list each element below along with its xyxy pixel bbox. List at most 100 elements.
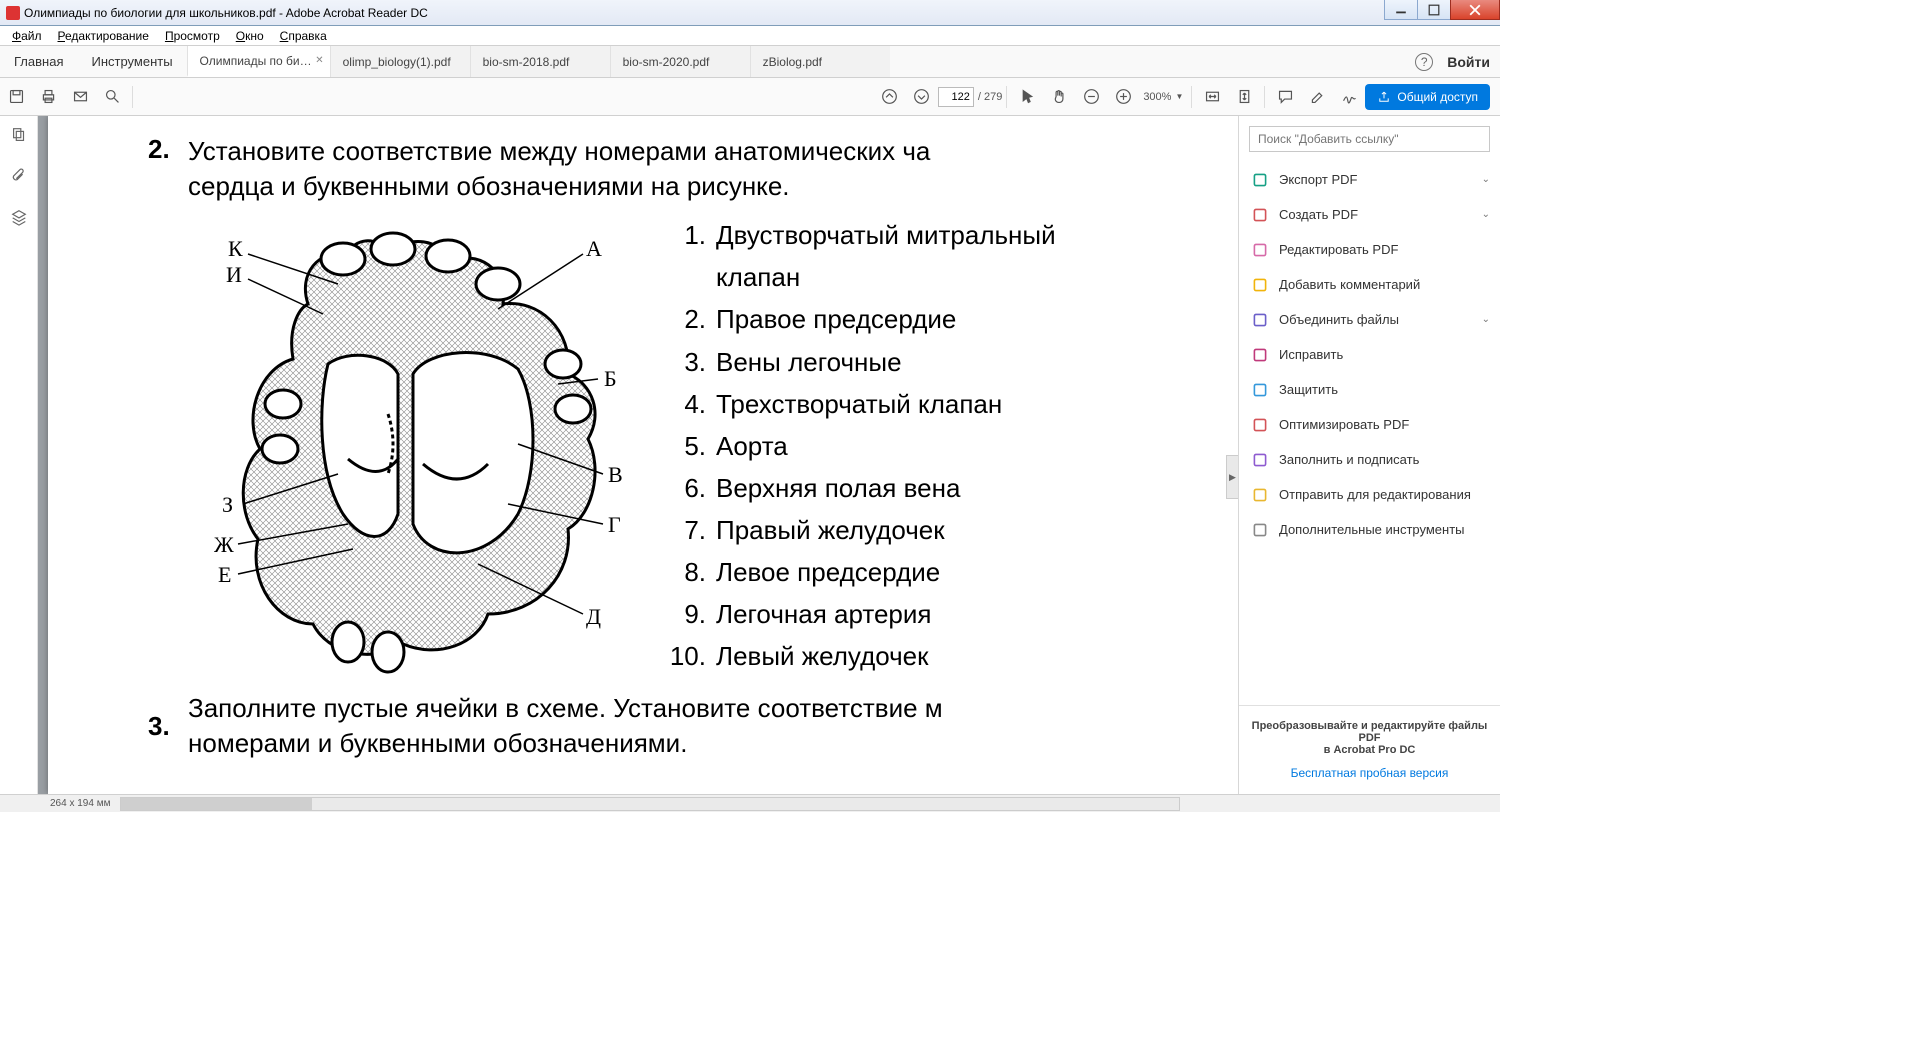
left-rail bbox=[0, 116, 38, 794]
tool-icon bbox=[1251, 486, 1269, 504]
tool-label: Исправить bbox=[1279, 347, 1343, 362]
statusbar: 264 x 194 мм bbox=[0, 794, 1500, 812]
menu-edit[interactable]: Редактирование bbox=[50, 29, 157, 43]
minimize-button[interactable] bbox=[1384, 0, 1418, 20]
mail-icon[interactable] bbox=[66, 83, 94, 111]
page-down-icon[interactable] bbox=[908, 83, 936, 111]
question-2-number: 2. bbox=[148, 134, 170, 165]
tool-item[interactable]: Исправить bbox=[1239, 337, 1500, 372]
list-item: 4.Трехстворчатый клапан bbox=[658, 383, 1056, 425]
tabs-row: Главная Инструменты Олимпиады по би…✕oli… bbox=[0, 46, 1500, 78]
tool-label: Экспорт PDF bbox=[1279, 172, 1357, 187]
zoom-level[interactable]: 300%▼ bbox=[1143, 91, 1183, 103]
maximize-button[interactable] bbox=[1417, 0, 1451, 20]
list-item: 6.Верхняя полая вена bbox=[658, 467, 1056, 509]
document-tab[interactable]: zBiolog.pdf bbox=[750, 46, 890, 77]
tool-item[interactable]: Создать PDF⌄ bbox=[1239, 197, 1500, 232]
list-item: 1.Двустворчатый митральныйклапан bbox=[658, 214, 1056, 298]
save-icon[interactable] bbox=[2, 83, 30, 111]
close-tab-icon[interactable]: ✕ bbox=[315, 55, 323, 66]
page-up-icon[interactable] bbox=[876, 83, 904, 111]
tool-item[interactable]: Защитить bbox=[1239, 372, 1500, 407]
tool-item[interactable]: Дополнительные инструменты bbox=[1239, 512, 1500, 547]
diagram-label-E: Е bbox=[218, 562, 231, 588]
question-2-line2: сердца и буквенными обозначениями на рис… bbox=[188, 169, 1238, 204]
horizontal-scrollbar[interactable] bbox=[120, 797, 1180, 811]
diagram-label-G: Г bbox=[608, 512, 621, 538]
tool-icon bbox=[1251, 451, 1269, 469]
tool-item[interactable]: Добавить комментарий bbox=[1239, 267, 1500, 302]
diagram-label-V: В bbox=[608, 462, 623, 488]
hand-icon[interactable] bbox=[1045, 83, 1073, 111]
fit-page-icon[interactable] bbox=[1230, 83, 1258, 111]
fit-width-icon[interactable] bbox=[1198, 83, 1226, 111]
tool-item[interactable]: Редактировать PDF bbox=[1239, 232, 1500, 267]
tools-search-input[interactable] bbox=[1249, 126, 1490, 152]
menu-help[interactable]: Справка bbox=[272, 29, 335, 43]
diagram-label-A: А bbox=[586, 236, 602, 262]
question-3-line2: номерами и буквенными обозначениями. bbox=[188, 726, 1238, 761]
panel-collapse-handle[interactable]: ▶ bbox=[1226, 455, 1238, 499]
sign-icon[interactable] bbox=[1335, 83, 1363, 111]
document-tab[interactable]: bio-sm-2018.pdf bbox=[470, 46, 610, 77]
diagram-label-K: К bbox=[228, 236, 243, 262]
highlight-icon[interactable] bbox=[1303, 83, 1331, 111]
tool-icon bbox=[1251, 416, 1269, 434]
list-item: 7.Правый желудочек bbox=[658, 509, 1056, 551]
chevron-down-icon: ⌄ bbox=[1482, 314, 1490, 325]
comment-icon[interactable] bbox=[1271, 83, 1299, 111]
menu-window[interactable]: Окно bbox=[228, 29, 272, 43]
zoom-in-icon[interactable] bbox=[1109, 83, 1137, 111]
menu-view[interactable]: Просмотр bbox=[157, 29, 228, 43]
diagram-label-I: И bbox=[226, 262, 242, 288]
list-item: 3.Вены легочные bbox=[658, 341, 1056, 383]
tool-item[interactable]: Отправить для редактирования bbox=[1239, 477, 1500, 512]
menu-file[interactable]: Файл bbox=[4, 29, 50, 43]
tool-label: Дополнительные инструменты bbox=[1279, 522, 1465, 537]
pointer-icon[interactable] bbox=[1013, 83, 1041, 111]
tab-home[interactable]: Главная bbox=[0, 46, 77, 77]
chevron-down-icon: ⌄ bbox=[1482, 174, 1490, 185]
list-item: 9.Легочная артерия bbox=[658, 593, 1056, 635]
tool-label: Защитить bbox=[1279, 382, 1338, 397]
layers-icon[interactable] bbox=[10, 208, 28, 231]
tool-item[interactable]: Объединить файлы⌄ bbox=[1239, 302, 1500, 337]
heart-diagram: К И А Б В Г Д З Ж Е bbox=[188, 214, 628, 674]
page-number-input[interactable] bbox=[938, 87, 974, 107]
window-controls bbox=[1385, 0, 1500, 20]
login-button[interactable]: Войти bbox=[1447, 54, 1490, 70]
tool-item[interactable]: Оптимизировать PDF bbox=[1239, 407, 1500, 442]
tab-tools[interactable]: Инструменты bbox=[77, 46, 186, 77]
document-viewport[interactable]: 2. Установите соответствие между номерам… bbox=[38, 116, 1238, 794]
search-icon[interactable] bbox=[98, 83, 126, 111]
page-total: / 279 bbox=[978, 91, 1002, 103]
tool-icon bbox=[1251, 521, 1269, 539]
attachments-icon[interactable] bbox=[10, 167, 28, 190]
zoom-out-icon[interactable] bbox=[1077, 83, 1105, 111]
tool-item[interactable]: Заполнить и подписать bbox=[1239, 442, 1500, 477]
document-tab[interactable]: bio-sm-2020.pdf bbox=[610, 46, 750, 77]
page-dimensions: 264 x 194 мм bbox=[50, 798, 110, 809]
tool-item[interactable]: Экспорт PDF ⌄ bbox=[1239, 162, 1500, 197]
print-icon[interactable] bbox=[34, 83, 62, 111]
promo-trial-link[interactable]: Бесплатная пробная версия bbox=[1249, 766, 1490, 780]
tool-label: Добавить комментарий bbox=[1279, 277, 1420, 292]
right-tools-panel: Экспорт PDF ⌄ Создать PDF⌄ Редактировать PD… bbox=[1238, 116, 1500, 794]
diagram-label-Z: З bbox=[222, 492, 233, 518]
document-tab[interactable]: olimp_biology(1).pdf bbox=[330, 46, 470, 77]
window-title: Олимпиады по биологии для школьников.pdf… bbox=[24, 6, 428, 20]
close-button[interactable] bbox=[1450, 0, 1500, 20]
help-icon[interactable]: ? bbox=[1415, 53, 1433, 71]
question-3-number: 3. bbox=[148, 711, 170, 742]
tool-label: Редактировать PDF bbox=[1279, 242, 1398, 257]
menubar: Файл Редактирование Просмотр Окно Справк… bbox=[0, 26, 1500, 46]
tool-icon bbox=[1251, 311, 1269, 329]
main-area: 2. Установите соответствие между номерам… bbox=[0, 116, 1500, 794]
tool-icon bbox=[1251, 346, 1269, 364]
document-tab[interactable]: Олимпиады по би…✕ bbox=[187, 46, 330, 77]
anatomy-list: 1.Двустворчатый митральныйклапан2.Правое… bbox=[658, 214, 1056, 677]
thumbnails-icon[interactable] bbox=[10, 126, 28, 149]
document-page: 2. Установите соответствие между номерам… bbox=[48, 116, 1238, 794]
list-item: 2.Правое предсердие bbox=[658, 298, 1056, 340]
share-button[interactable]: Общий доступ bbox=[1365, 84, 1490, 110]
